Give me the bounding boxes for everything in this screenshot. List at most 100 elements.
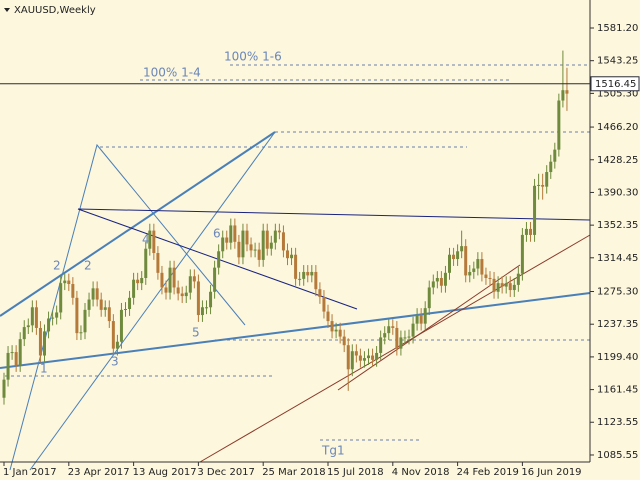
trend-line	[0, 131, 276, 317]
trend-line	[29, 131, 276, 471]
candle-body	[314, 271, 318, 290]
y-tick-label: 1199.40	[597, 352, 638, 363]
candle-body	[111, 321, 115, 349]
candle-body	[261, 230, 265, 260]
x-tick-label: 16 Jun 2019	[521, 467, 581, 478]
annotation: Tg1	[321, 444, 345, 458]
candle-body	[6, 352, 10, 380]
candle-body	[22, 327, 26, 340]
candle-body	[124, 309, 127, 311]
candle-body	[99, 299, 103, 310]
y-tick-label: 1123.55	[597, 417, 638, 428]
candle-body	[79, 332, 83, 334]
candle-body	[452, 254, 456, 260]
candle-body	[257, 249, 261, 260]
candle-body	[545, 172, 549, 187]
candle-body	[245, 230, 249, 245]
annotation: 100% 1-6	[224, 50, 282, 64]
candle-body	[213, 267, 217, 292]
candle-body	[160, 272, 164, 288]
candle-body	[38, 327, 42, 356]
candle-body	[468, 271, 472, 276]
candle-body	[63, 280, 67, 284]
y-tick-label: 1352.35	[597, 220, 638, 231]
candle-body	[419, 315, 423, 324]
candle-body	[71, 284, 75, 298]
candle-body	[524, 228, 528, 235]
candle-body	[34, 307, 38, 328]
candle-body	[439, 277, 443, 286]
candle-body	[294, 254, 298, 279]
candle-body	[290, 254, 294, 259]
y-tick-label: 1314.45	[597, 253, 638, 264]
candle-body	[200, 307, 204, 316]
x-tick-label: 24 Feb 2019	[457, 467, 519, 478]
candle-body	[496, 283, 500, 292]
candle-body	[508, 283, 512, 291]
candle-body	[310, 271, 314, 276]
trend-line	[77, 208, 591, 221]
annotation: 2	[53, 259, 61, 273]
y-tick-label: 1237.35	[597, 319, 638, 330]
candle-body	[75, 297, 79, 334]
candle-body	[233, 225, 237, 242]
candle-body	[180, 293, 184, 297]
channel-line	[337, 264, 521, 391]
trend-line	[9, 143, 246, 471]
candle-body	[565, 90, 569, 94]
candle-body	[192, 276, 196, 282]
candle-body	[371, 355, 375, 360]
candle-body	[464, 246, 468, 276]
candle-body	[334, 329, 338, 332]
candle-body	[14, 352, 18, 365]
candle-body	[529, 228, 532, 235]
candle-body	[435, 277, 439, 282]
candle-body	[265, 230, 269, 249]
y-tick-label: 1085.55	[597, 450, 638, 461]
candle-body	[443, 272, 447, 286]
candle-body	[488, 277, 492, 279]
x-tick-label: 23 Apr 2017	[68, 467, 130, 478]
y-tick-label: 1505.30	[597, 88, 638, 99]
candle-body	[103, 307, 107, 310]
y-tick-label: 1275.30	[597, 287, 638, 298]
candle-body	[225, 237, 229, 243]
candle-body	[411, 323, 415, 337]
candle-body	[95, 288, 99, 300]
candle-body	[87, 299, 91, 310]
candle-body	[500, 283, 504, 287]
candle-body	[144, 248, 148, 278]
x-tick-label: 15 Jul 2018	[327, 467, 384, 478]
candle-body	[302, 271, 306, 279]
candle-body	[318, 289, 322, 297]
candle-body	[399, 337, 403, 349]
candle-body	[237, 241, 241, 258]
candles	[2, 50, 569, 405]
y-tick-label: 1466.20	[597, 122, 638, 133]
y-tick-label: 1390.30	[597, 187, 638, 198]
candle-body	[472, 268, 476, 272]
candle-body	[18, 339, 22, 365]
candle-body	[512, 284, 516, 291]
candle-body	[342, 336, 346, 346]
candle-body	[338, 329, 342, 337]
candle-body	[460, 246, 464, 252]
candle-body	[520, 234, 524, 274]
candle-body	[407, 336, 411, 338]
candle-body	[326, 311, 330, 322]
candle-body	[229, 225, 233, 243]
candle-body	[273, 230, 277, 243]
candle-body	[30, 307, 34, 326]
candle-body	[164, 287, 168, 293]
candle-body	[10, 352, 14, 354]
candle-body	[476, 259, 480, 269]
candle-body	[205, 307, 208, 309]
x-tick-label: 13 Aug 2017	[133, 467, 197, 478]
candle-body	[375, 352, 379, 360]
candle-body	[298, 278, 302, 280]
candle-body	[533, 185, 537, 235]
candle-body	[330, 321, 334, 332]
candle-body	[391, 326, 395, 328]
candle-body	[176, 287, 180, 294]
